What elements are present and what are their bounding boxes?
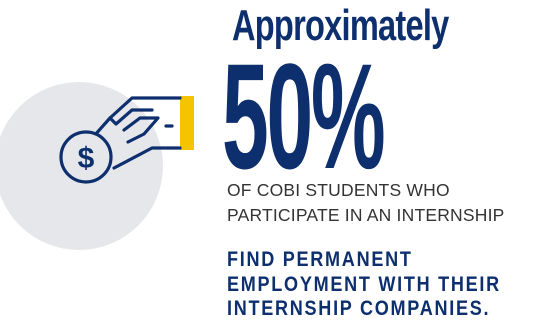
coin-icon: $ bbox=[59, 130, 113, 184]
statistic-description-line: PARTICIPATE IN AN INTERNSHIP bbox=[227, 205, 505, 225]
headline: Approximately bbox=[232, 1, 449, 50]
statistic-value: 50% bbox=[222, 32, 386, 200]
statistic-conclusion-line: INTERNSHIP COMPANIES. bbox=[227, 297, 491, 320]
statistic-description: OF COBI STUDENTS WHO PARTICIPATE IN AN I… bbox=[227, 178, 505, 228]
statistic-description-line: OF COBI STUDENTS WHO bbox=[227, 180, 450, 200]
statistic-conclusion-line: EMPLOYMENT WITH THEIR bbox=[227, 272, 501, 296]
dollar-sign-icon: $ bbox=[78, 142, 95, 175]
statistic-conclusion: FIND PERMANENT EMPLOYMENT WITH THEIR INT… bbox=[227, 248, 501, 322]
yellow-cuff-accent bbox=[180, 96, 194, 150]
statistic-conclusion-line: FIND PERMANENT bbox=[227, 248, 413, 271]
hand-holding-coin-illustration: $ bbox=[0, 82, 194, 250]
